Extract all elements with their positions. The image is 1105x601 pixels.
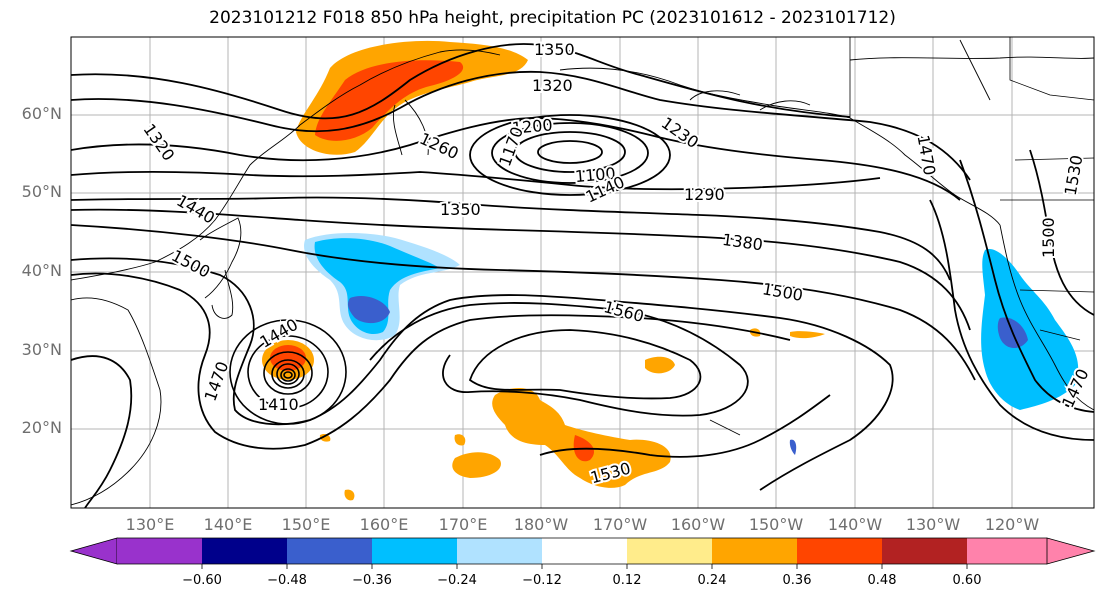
typhoon-contours — [229, 319, 347, 425]
lon-label-140e: 140°E — [203, 515, 253, 534]
lon-label-150w: 150°W — [748, 515, 804, 534]
lat-label-30n: 30°N — [21, 340, 62, 359]
colorbar-cell — [797, 538, 882, 564]
colorbar-cell — [372, 538, 457, 564]
colorbar-tick-label: −0.36 — [352, 573, 392, 588]
lon-label-170e: 170°E — [438, 515, 488, 534]
contour-label: 1350 — [440, 200, 481, 219]
map-title: 2023101212 F018 850 hPa height, precipit… — [209, 8, 896, 28]
colorbar-tick-label: −0.12 — [522, 573, 562, 588]
colorbar-extend-low — [69, 537, 118, 565]
colorbar — [69, 537, 1096, 569]
low-contours — [469, 114, 671, 196]
lon-label-150e: 150°E — [281, 515, 331, 534]
map-frame — [70, 36, 1095, 509]
contour-label: 1350 — [534, 40, 575, 59]
colorbar-tick-label: 0.24 — [697, 573, 727, 588]
lon-label-160w: 160°W — [670, 515, 726, 534]
colorbar-cell — [287, 538, 372, 564]
colorbar-tick-label: 0.12 — [612, 573, 642, 588]
colorbar-tick-label: 0.60 — [952, 573, 982, 588]
colorbar-cell — [712, 538, 797, 564]
colorbar-cell — [457, 538, 542, 564]
colorbar-cell — [882, 538, 967, 564]
colorbar-tick-label: −0.24 — [437, 573, 477, 588]
height-contours — [71, 43, 1094, 508]
lat-label-40n: 40°N — [21, 261, 62, 280]
colorbar-cell — [627, 538, 712, 564]
colorbar-cell — [117, 538, 202, 564]
lon-label-170w: 170°W — [592, 515, 648, 534]
contour-label: 1290 — [684, 185, 725, 204]
lon-label-140w: 140°W — [827, 515, 883, 534]
lat-label-60n: 60°N — [21, 104, 62, 123]
lat-label-50n: 50°N — [21, 182, 62, 201]
colorbar-tick-label: −0.60 — [182, 573, 222, 588]
colorbar-tick-label: 0.48 — [867, 573, 897, 588]
lon-label-130e: 130°E — [125, 515, 175, 534]
colorbar-tick-label: 0.36 — [782, 573, 812, 588]
colorbar-extend-high — [1046, 537, 1096, 565]
lat-label-20n: 20°N — [21, 418, 62, 437]
colorbar-cell — [542, 538, 627, 564]
colorbar-cell — [202, 538, 287, 564]
contour-label: 1410 — [258, 395, 299, 414]
lon-label-120w: 120°W — [984, 515, 1040, 534]
colorbar-tick-label: −0.48 — [267, 573, 307, 588]
lon-label-130w: 130°W — [905, 515, 961, 534]
contour-label: 1500 — [1039, 217, 1058, 258]
lon-label-160e: 160°E — [359, 515, 409, 534]
colorbar-cell — [967, 538, 1047, 564]
contour-label: 1320 — [532, 76, 573, 95]
lon-label-180w: 180°W — [513, 515, 569, 534]
boundaries — [849, 37, 1094, 341]
contour-label: 1100 — [574, 164, 616, 186]
